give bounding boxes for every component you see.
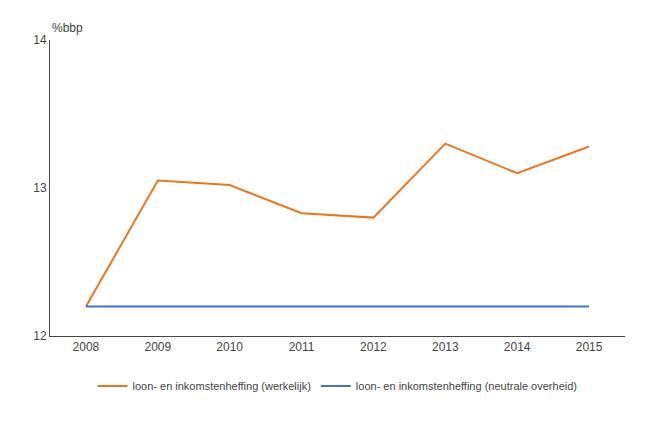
svg-text:2009: 2009 [144,340,171,354]
svg-text:14: 14 [33,33,47,47]
svg-text:%bbp: %bbp [52,21,83,35]
svg-text:2012: 2012 [360,340,387,354]
svg-text:loon- en inkomstenheffing (neu: loon- en inkomstenheffing (neutrale over… [356,380,577,392]
svg-text:2011: 2011 [289,340,315,354]
svg-text:2008: 2008 [73,340,100,354]
svg-text:2014: 2014 [504,340,531,354]
svg-text:2015: 2015 [576,340,603,354]
svg-text:loon- en inkomstenheffing (wer: loon- en inkomstenheffing (werkelijk) [133,380,311,392]
svg-text:2010: 2010 [216,340,243,354]
svg-text:12: 12 [33,329,47,343]
svg-text:13: 13 [33,181,47,195]
svg-text:2013: 2013 [432,340,459,354]
